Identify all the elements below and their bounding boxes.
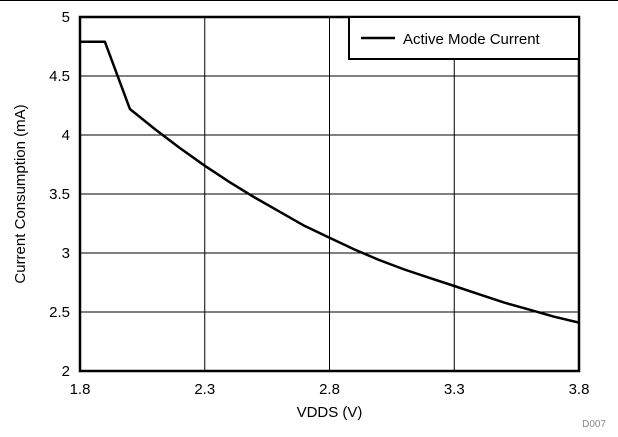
- top-rule: [0, 0, 618, 1]
- figure-code: D007: [582, 419, 606, 430]
- x-tick-labels: 1.8 2.3 2.8 3.3 3.8: [70, 381, 590, 398]
- x-tick-label-2: 2.8: [319, 381, 340, 398]
- x-tick-label-4: 3.8: [569, 381, 590, 398]
- x-tick-label-1: 2.3: [194, 381, 215, 398]
- y-tick-label-5: 4.5: [49, 68, 70, 85]
- y-tick-label-3: 3.5: [49, 186, 70, 203]
- y-tick-labels: 2 2.5 3 3.5 4 4.5 5: [49, 9, 70, 380]
- legend: Active Mode Current: [348, 16, 580, 60]
- x-axis-label: VDDS (V): [297, 404, 363, 421]
- legend-label: Active Mode Current: [403, 31, 541, 48]
- y-tick-label-6: 5: [62, 9, 70, 26]
- plot-frame: [78, 15, 581, 373]
- x-tick-label-0: 1.8: [70, 381, 91, 398]
- series-line-0: [80, 40, 580, 324]
- y-tick-label-0: 2: [62, 363, 70, 380]
- x-tick-label-3: 3.3: [444, 381, 465, 398]
- y-tick-label-1: 2.5: [49, 304, 70, 321]
- grid-lines: [79, 16, 580, 372]
- y-tick-label-4: 4: [62, 127, 70, 144]
- y-axis-label: Current Consumption (mA): [12, 104, 29, 283]
- y-tick-label-2: 3: [62, 245, 70, 262]
- series-group: [80, 40, 580, 324]
